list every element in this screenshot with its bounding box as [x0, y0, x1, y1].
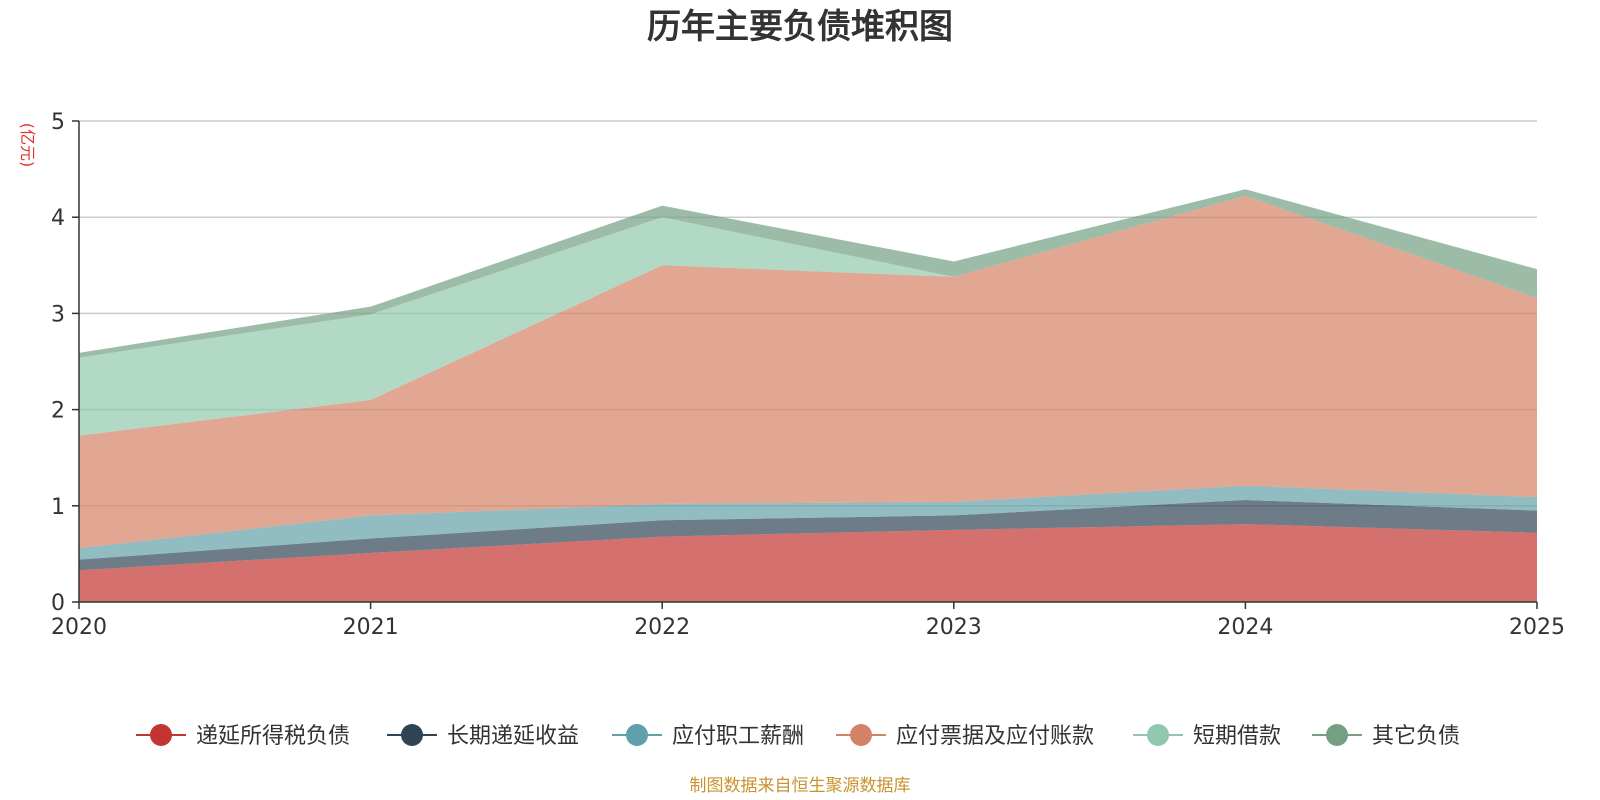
- legend-marker: [850, 724, 872, 746]
- legend-marker: [401, 724, 423, 746]
- legend-label: 短期借款: [1193, 724, 1281, 749]
- source-note: 制图数据来自恒生聚源数据库: [690, 776, 911, 796]
- legend-label: 其它负债: [1372, 724, 1460, 749]
- legend: 递延所得税负债 长期递延收益 应付职工薪酬 应付票据及应付账款 短期借款 其它负债: [136, 724, 1460, 749]
- x-tick-label: 2021: [343, 615, 399, 640]
- legend-label: 应付票据及应付账款: [896, 724, 1094, 749]
- x-tick-label: 2020: [51, 615, 107, 640]
- legend-item-3[interactable]: 应付职工薪酬: [612, 724, 804, 749]
- series-area-5: [79, 196, 1537, 436]
- x-tick-label: 2022: [634, 615, 690, 640]
- y-tick-label: 3: [51, 302, 65, 327]
- legend-marker: [150, 724, 172, 746]
- y-tick-label: 5: [51, 110, 65, 135]
- legend-item-2[interactable]: 长期递延收益: [387, 724, 579, 749]
- legend-item-6[interactable]: 其它负债: [1312, 724, 1460, 749]
- legend-item-1[interactable]: 递延所得税负债: [136, 724, 350, 749]
- series-area-2: [79, 500, 1537, 571]
- legend-marker: [1326, 724, 1348, 746]
- y-tick-label: 4: [51, 206, 65, 231]
- x-tick-label: 2023: [926, 615, 982, 640]
- x-tick-label: 2024: [1217, 615, 1273, 640]
- y-axis-unit-label: (亿元): [18, 123, 37, 168]
- y-tick-label: 1: [51, 495, 65, 520]
- legend-label: 应付职工薪酬: [672, 724, 804, 749]
- series-area-4: [79, 196, 1537, 549]
- y-tick-label: 0: [51, 591, 65, 616]
- legend-label: 长期递延收益: [447, 724, 579, 749]
- legend-marker: [626, 724, 648, 746]
- legend-marker: [1147, 724, 1169, 746]
- series-area-1: [79, 524, 1537, 602]
- series-area-3: [79, 485, 1537, 560]
- legend-label: 递延所得税负债: [196, 724, 350, 749]
- x-tick-label: 2025: [1509, 615, 1565, 640]
- y-tick-label: 2: [51, 399, 65, 424]
- axes: 0 1 2 3 4 5 2020 2021 2022 2023 2024 2025: [51, 110, 1565, 640]
- legend-item-4[interactable]: 应付票据及应付账款: [836, 724, 1094, 749]
- legend-item-5[interactable]: 短期借款: [1133, 724, 1281, 749]
- chart-title: 历年主要负债堆积图: [647, 7, 953, 47]
- series-areas: [79, 189, 1537, 602]
